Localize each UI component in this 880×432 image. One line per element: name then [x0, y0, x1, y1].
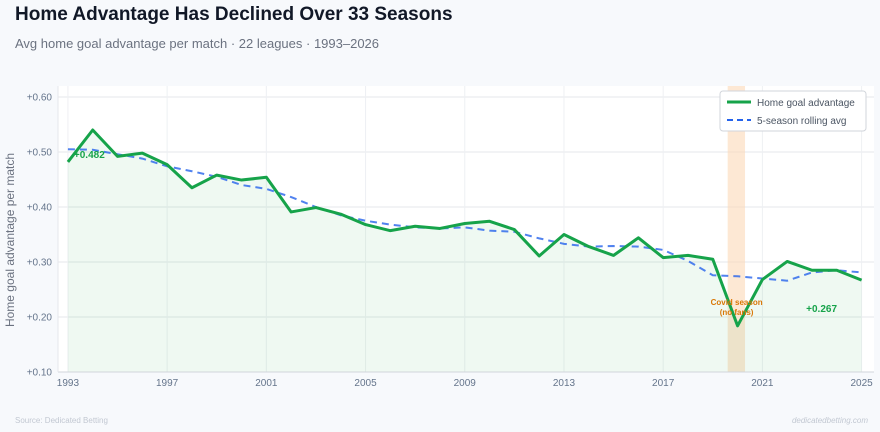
chart-container: +0.10 +0.20 +0.30 +0.40 +0.50 +0.60 1993 1997 20… [0, 80, 880, 405]
legend: Home goal advantage 5-season rolling avg [719, 90, 867, 132]
y-tick-label: +0.30 [27, 258, 53, 269]
covid-band-layer [727, 86, 746, 372]
covid-band [727, 86, 746, 372]
source-credit: Source: Dedicated Betting [15, 416, 108, 425]
series-lines [66, 128, 863, 328]
home-advantage-line [66, 128, 863, 328]
x-tick-label: 2013 [553, 378, 576, 389]
chart-title: Home Advantage Has Declined Over 33 Seas… [15, 4, 453, 25]
chart-subtitle: Avg home goal advantage per match · 22 l… [15, 36, 380, 51]
brand-watermark: dedicatedbetting.com [791, 416, 868, 425]
y-axis-label: Home goal advantage per match [3, 153, 17, 327]
y-tick-label: +0.50 [27, 148, 53, 159]
axes: +0.10 +0.20 +0.30 +0.40 +0.50 +0.60 1993 1997 20… [27, 86, 874, 389]
legend-label-actual: Home goal advantage [757, 98, 855, 109]
legend-label-rolling: 5-season rolling avg [757, 116, 847, 127]
x-tick-label: 2017 [652, 378, 675, 389]
start-value-label: +0.482 [74, 150, 105, 161]
annotations: +0.482 +0.267 Covid season(no fans) [74, 150, 838, 317]
area-fill [67, 130, 862, 372]
x-tick-label: 2009 [454, 378, 477, 389]
x-tick-label: 2021 [751, 378, 774, 389]
area-fill-layer [67, 130, 862, 372]
x-tick-label: 1993 [57, 378, 80, 389]
x-tick-label: 2005 [354, 378, 377, 389]
covid-label-line: Covid season [711, 298, 763, 307]
y-tick-label: +0.60 [27, 93, 53, 104]
x-tick-label: 2025 [850, 378, 873, 389]
end-value-label: +0.267 [806, 304, 837, 315]
legend-box [719, 90, 867, 132]
y-tick-label: +0.10 [27, 368, 53, 379]
covid-label-line: (no fans) [720, 308, 754, 317]
x-tick-label: 1997 [156, 378, 179, 389]
y-tick-label: +0.40 [27, 203, 53, 214]
y-tick-label: +0.20 [27, 313, 53, 324]
grid [58, 86, 874, 373]
rolling-avg-line [67, 148, 862, 282]
line-chart: +0.10 +0.20 +0.30 +0.40 +0.50 +0.60 1993 1997 20… [3, 86, 874, 389]
x-tick-label: 2001 [255, 378, 278, 389]
